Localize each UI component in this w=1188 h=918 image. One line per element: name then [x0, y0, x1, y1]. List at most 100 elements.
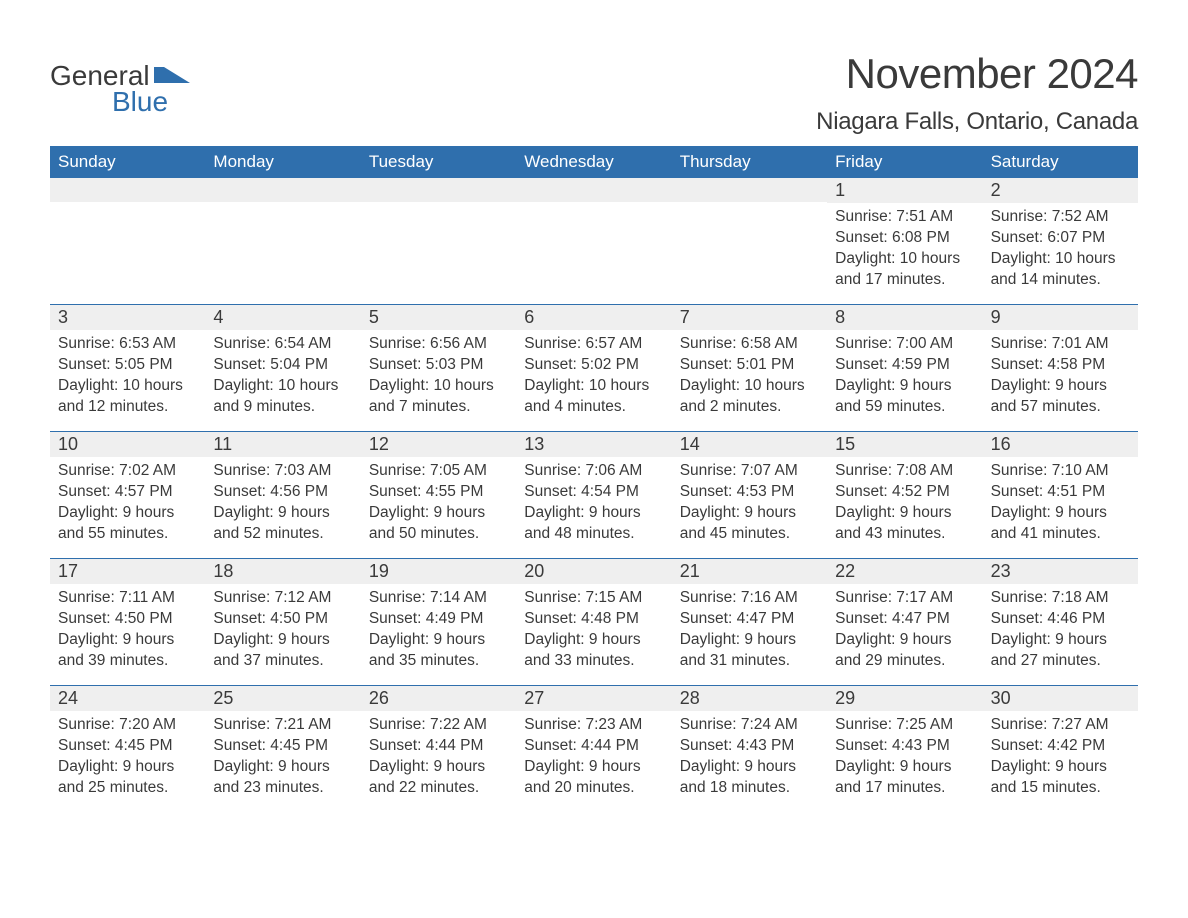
daynum-bar: 5 — [361, 305, 516, 330]
sunset-line: Sunset: 4:55 PM — [369, 482, 508, 503]
daylight-line: Daylight: 9 hours and 50 minutes. — [369, 503, 508, 545]
daynum-bar: 7 — [672, 305, 827, 330]
day-body: Sunrise: 7:05 AMSunset: 4:55 PMDaylight:… — [361, 457, 516, 551]
day-cell: 12Sunrise: 7:05 AMSunset: 4:55 PMDayligh… — [361, 432, 516, 558]
daynum-bar: 12 — [361, 432, 516, 457]
day-body: Sunrise: 7:27 AMSunset: 4:42 PMDaylight:… — [983, 711, 1138, 805]
day-body: Sunrise: 7:10 AMSunset: 4:51 PMDaylight:… — [983, 457, 1138, 551]
title-block: November 2024 Niagara Falls, Ontario, Ca… — [816, 50, 1138, 136]
daynum-bar: 14 — [672, 432, 827, 457]
daylight-line: Daylight: 9 hours and 57 minutes. — [991, 376, 1130, 418]
daylight-line: Daylight: 10 hours and 9 minutes. — [213, 376, 352, 418]
daylight-line: Daylight: 9 hours and 31 minutes. — [680, 630, 819, 672]
sunset-line: Sunset: 5:01 PM — [680, 355, 819, 376]
day-cell: 16 Sunrise: 7:10 AMSunset: 4:51 PMDayligh… — [983, 432, 1138, 558]
header: General Blue November 2024 Niagara Falls… — [50, 50, 1138, 136]
empty-daynum-bar — [50, 178, 205, 202]
sunrise-line: Sunrise: 7:15 AM — [524, 588, 663, 609]
daylight-line: Daylight: 9 hours and 33 minutes. — [524, 630, 663, 672]
calendar: SundayMondayTuesdayWednesdayThursdayFrid… — [50, 146, 1138, 812]
sunrise-line: Sunrise: 7:10 AM — [991, 461, 1130, 482]
day-cell: 4Sunrise: 6:54 AMSunset: 5:04 PMDaylight… — [205, 305, 360, 431]
day-number: 26 — [369, 688, 389, 708]
sunrise-line: Sunrise: 7:23 AM — [524, 715, 663, 736]
day-body: Sunrise: 7:16 AMSunset: 4:47 PMDaylight:… — [672, 584, 827, 678]
sunset-line: Sunset: 5:03 PM — [369, 355, 508, 376]
day-cell: 7Sunrise: 6:58 AMSunset: 5:01 PMDaylight… — [672, 305, 827, 431]
daylight-line: Daylight: 9 hours and 52 minutes. — [213, 503, 352, 545]
sunrise-line: Sunrise: 7:20 AM — [58, 715, 197, 736]
sunset-line: Sunset: 4:57 PM — [58, 482, 197, 503]
day-number: 21 — [680, 561, 700, 581]
day-body: Sunrise: 7:20 AMSunset: 4:45 PMDaylight:… — [50, 711, 205, 805]
day-cell: 24 Sunrise: 7:20 AMSunset: 4:45 PMDayligh… — [50, 686, 205, 812]
day-number: 18 — [213, 561, 233, 581]
day-number: 17 — [58, 561, 78, 581]
day-cell: 2Sunrise: 7:52 AMSunset: 6:07 PMDaylight… — [983, 178, 1138, 304]
dow-monday: Monday — [205, 146, 360, 178]
sunrise-line: Sunrise: 7:27 AM — [991, 715, 1130, 736]
day-cell — [205, 178, 360, 304]
dow-friday: Friday — [827, 146, 982, 178]
day-number: 13 — [524, 434, 544, 454]
sunset-line: Sunset: 4:51 PM — [991, 482, 1130, 503]
daynum-bar: 23 — [983, 559, 1138, 584]
day-cell: 13 Sunrise: 7:06 AMSunset: 4:54 PMDayligh… — [516, 432, 671, 558]
sunrise-line: Sunrise: 7:07 AM — [680, 461, 819, 482]
daynum-bar: 27 — [516, 686, 671, 711]
sunrise-line: Sunrise: 7:14 AM — [369, 588, 508, 609]
day-cell: 6Sunrise: 6:57 AMSunset: 5:02 PMDaylight… — [516, 305, 671, 431]
sunset-line: Sunset: 4:48 PM — [524, 609, 663, 630]
day-body: Sunrise: 7:24 AMSunset: 4:43 PMDaylight:… — [672, 711, 827, 805]
daynum-bar: 22 — [827, 559, 982, 584]
sunrise-line: Sunrise: 7:52 AM — [991, 207, 1130, 228]
daylight-line: Daylight: 10 hours and 2 minutes. — [680, 376, 819, 418]
daynum-bar: 26 — [361, 686, 516, 711]
week-row: 10Sunrise: 7:02 AMSunset: 4:57 PMDayligh… — [50, 431, 1138, 558]
day-body: Sunrise: 7:14 AMSunset: 4:49 PMDaylight:… — [361, 584, 516, 678]
daylight-line: Daylight: 10 hours and 12 minutes. — [58, 376, 197, 418]
daynum-bar: 9 — [983, 305, 1138, 330]
day-cell: 26Sunrise: 7:22 AMSunset: 4:44 PMDayligh… — [361, 686, 516, 812]
sunrise-line: Sunrise: 7:02 AM — [58, 461, 197, 482]
daylight-line: Daylight: 9 hours and 39 minutes. — [58, 630, 197, 672]
daylight-line: Daylight: 9 hours and 27 minutes. — [991, 630, 1130, 672]
logo-word2: Blue — [112, 86, 168, 118]
daylight-line: Daylight: 9 hours and 55 minutes. — [58, 503, 197, 545]
day-body: Sunrise: 7:06 AMSunset: 4:54 PMDaylight:… — [516, 457, 671, 551]
sunrise-line: Sunrise: 7:51 AM — [835, 207, 974, 228]
day-body: Sunrise: 7:21 AMSunset: 4:45 PMDaylight:… — [205, 711, 360, 805]
sunset-line: Sunset: 4:49 PM — [369, 609, 508, 630]
sunrise-line: Sunrise: 7:03 AM — [213, 461, 352, 482]
day-body: Sunrise: 7:03 AMSunset: 4:56 PMDaylight:… — [205, 457, 360, 551]
sunrise-line: Sunrise: 7:25 AM — [835, 715, 974, 736]
sunrise-line: Sunrise: 7:22 AM — [369, 715, 508, 736]
day-body: Sunrise: 7:02 AMSunset: 4:57 PMDaylight:… — [50, 457, 205, 551]
day-cell: 28Sunrise: 7:24 AMSunset: 4:43 PMDayligh… — [672, 686, 827, 812]
day-body: Sunrise: 7:15 AMSunset: 4:48 PMDaylight:… — [516, 584, 671, 678]
daylight-line: Daylight: 9 hours and 48 minutes. — [524, 503, 663, 545]
sunset-line: Sunset: 4:58 PM — [991, 355, 1130, 376]
day-cell: 22Sunrise: 7:17 AMSunset: 4:47 PMDayligh… — [827, 559, 982, 685]
day-body: Sunrise: 7:18 AMSunset: 4:46 PMDaylight:… — [983, 584, 1138, 678]
location: Niagara Falls, Ontario, Canada — [816, 108, 1138, 136]
sunrise-line: Sunrise: 7:17 AM — [835, 588, 974, 609]
day-body: Sunrise: 6:57 AMSunset: 5:02 PMDaylight:… — [516, 330, 671, 424]
empty-daynum-bar — [516, 178, 671, 202]
day-body: Sunrise: 7:23 AMSunset: 4:44 PMDaylight:… — [516, 711, 671, 805]
sunrise-line: Sunrise: 6:54 AM — [213, 334, 352, 355]
day-number: 3 — [58, 307, 68, 327]
day-cell: 25Sunrise: 7:21 AMSunset: 4:45 PMDayligh… — [205, 686, 360, 812]
month-title: November 2024 — [816, 50, 1138, 98]
day-number: 24 — [58, 688, 78, 708]
daynum-bar: 18 — [205, 559, 360, 584]
dow-sunday: Sunday — [50, 146, 205, 178]
day-cell: 11Sunrise: 7:03 AMSunset: 4:56 PMDayligh… — [205, 432, 360, 558]
day-body: Sunrise: 7:07 AMSunset: 4:53 PMDaylight:… — [672, 457, 827, 551]
daynum-bar: 2 — [983, 178, 1138, 203]
day-number: 16 — [991, 434, 1011, 454]
day-body: Sunrise: 7:52 AMSunset: 6:07 PMDaylight:… — [983, 203, 1138, 297]
daynum-bar: 28 — [672, 686, 827, 711]
day-cell: 9Sunrise: 7:01 AMSunset: 4:58 PMDaylight… — [983, 305, 1138, 431]
daynum-bar: 10 — [50, 432, 205, 457]
